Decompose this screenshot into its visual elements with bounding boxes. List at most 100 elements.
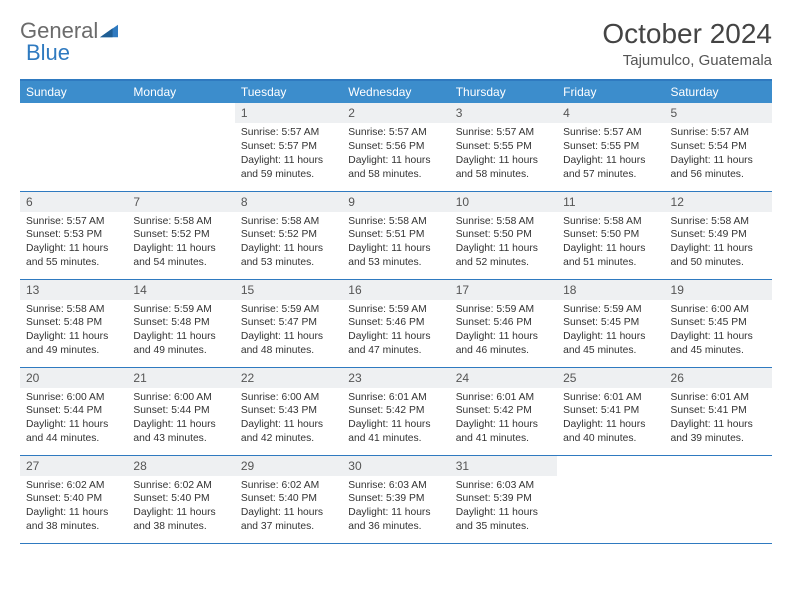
day-number: 23 <box>342 368 449 388</box>
day-number: 8 <box>235 192 342 212</box>
day-details: Sunrise: 6:01 AMSunset: 5:41 PMDaylight:… <box>665 388 772 451</box>
calendar-cell <box>127 103 234 191</box>
calendar-row: 6Sunrise: 5:57 AMSunset: 5:53 PMDaylight… <box>20 191 772 279</box>
calendar-row: 20Sunrise: 6:00 AMSunset: 5:44 PMDayligh… <box>20 367 772 455</box>
day-details: Sunrise: 6:02 AMSunset: 5:40 PMDaylight:… <box>235 476 342 539</box>
day-header: Thursday <box>450 80 557 103</box>
calendar-cell: 17Sunrise: 5:59 AMSunset: 5:46 PMDayligh… <box>450 279 557 367</box>
day-details: Sunrise: 5:57 AMSunset: 5:57 PMDaylight:… <box>235 123 342 186</box>
day-details: Sunrise: 6:00 AMSunset: 5:45 PMDaylight:… <box>665 300 772 363</box>
day-header: Monday <box>127 80 234 103</box>
day-details: Sunrise: 5:58 AMSunset: 5:49 PMDaylight:… <box>665 212 772 275</box>
location: Tajumulco, Guatemala <box>602 52 772 69</box>
calendar-cell: 22Sunrise: 6:00 AMSunset: 5:43 PMDayligh… <box>235 367 342 455</box>
title-block: October 2024 Tajumulco, Guatemala <box>602 18 772 69</box>
calendar-cell <box>557 455 664 543</box>
day-number: 21 <box>127 368 234 388</box>
day-number: 25 <box>557 368 664 388</box>
calendar-cell <box>665 455 772 543</box>
day-details: Sunrise: 5:58 AMSunset: 5:52 PMDaylight:… <box>127 212 234 275</box>
calendar-cell: 19Sunrise: 6:00 AMSunset: 5:45 PMDayligh… <box>665 279 772 367</box>
day-number: 12 <box>665 192 772 212</box>
day-details: Sunrise: 6:00 AMSunset: 5:43 PMDaylight:… <box>235 388 342 451</box>
calendar-cell: 16Sunrise: 5:59 AMSunset: 5:46 PMDayligh… <box>342 279 449 367</box>
day-number: 1 <box>235 103 342 123</box>
calendar-row: 1Sunrise: 5:57 AMSunset: 5:57 PMDaylight… <box>20 103 772 191</box>
day-details: Sunrise: 6:01 AMSunset: 5:42 PMDaylight:… <box>342 388 449 451</box>
calendar-cell: 10Sunrise: 5:58 AMSunset: 5:50 PMDayligh… <box>450 191 557 279</box>
calendar-cell: 29Sunrise: 6:02 AMSunset: 5:40 PMDayligh… <box>235 455 342 543</box>
day-details: Sunrise: 6:02 AMSunset: 5:40 PMDaylight:… <box>127 476 234 539</box>
day-details: Sunrise: 5:59 AMSunset: 5:45 PMDaylight:… <box>557 300 664 363</box>
calendar-cell: 4Sunrise: 5:57 AMSunset: 5:55 PMDaylight… <box>557 103 664 191</box>
day-header: Sunday <box>20 80 127 103</box>
day-number: 19 <box>665 280 772 300</box>
logo-triangle-icon <box>100 24 118 38</box>
logo-blue: Blue <box>26 40 70 66</box>
day-header: Saturday <box>665 80 772 103</box>
calendar-cell <box>20 103 127 191</box>
day-details: Sunrise: 5:59 AMSunset: 5:47 PMDaylight:… <box>235 300 342 363</box>
day-number: 15 <box>235 280 342 300</box>
calendar-cell: 14Sunrise: 5:59 AMSunset: 5:48 PMDayligh… <box>127 279 234 367</box>
calendar-row: 13Sunrise: 5:58 AMSunset: 5:48 PMDayligh… <box>20 279 772 367</box>
day-number: 16 <box>342 280 449 300</box>
calendar-cell: 5Sunrise: 5:57 AMSunset: 5:54 PMDaylight… <box>665 103 772 191</box>
day-number: 14 <box>127 280 234 300</box>
day-number: 26 <box>665 368 772 388</box>
day-number: 29 <box>235 456 342 476</box>
day-number: 11 <box>557 192 664 212</box>
day-header: Friday <box>557 80 664 103</box>
calendar-cell: 24Sunrise: 6:01 AMSunset: 5:42 PMDayligh… <box>450 367 557 455</box>
day-number: 3 <box>450 103 557 123</box>
day-details: Sunrise: 5:59 AMSunset: 5:48 PMDaylight:… <box>127 300 234 363</box>
day-details: Sunrise: 5:58 AMSunset: 5:50 PMDaylight:… <box>450 212 557 275</box>
calendar-cell: 27Sunrise: 6:02 AMSunset: 5:40 PMDayligh… <box>20 455 127 543</box>
day-number: 28 <box>127 456 234 476</box>
calendar-cell: 3Sunrise: 5:57 AMSunset: 5:55 PMDaylight… <box>450 103 557 191</box>
calendar-cell: 21Sunrise: 6:00 AMSunset: 5:44 PMDayligh… <box>127 367 234 455</box>
day-number: 17 <box>450 280 557 300</box>
day-details: Sunrise: 5:59 AMSunset: 5:46 PMDaylight:… <box>450 300 557 363</box>
day-details: Sunrise: 6:01 AMSunset: 5:42 PMDaylight:… <box>450 388 557 451</box>
day-details: Sunrise: 5:58 AMSunset: 5:50 PMDaylight:… <box>557 212 664 275</box>
day-details: Sunrise: 5:58 AMSunset: 5:52 PMDaylight:… <box>235 212 342 275</box>
day-details: Sunrise: 5:58 AMSunset: 5:51 PMDaylight:… <box>342 212 449 275</box>
day-number: 2 <box>342 103 449 123</box>
calendar-cell: 18Sunrise: 5:59 AMSunset: 5:45 PMDayligh… <box>557 279 664 367</box>
day-details: Sunrise: 5:57 AMSunset: 5:55 PMDaylight:… <box>450 123 557 186</box>
day-number: 10 <box>450 192 557 212</box>
day-number: 31 <box>450 456 557 476</box>
calendar-cell: 30Sunrise: 6:03 AMSunset: 5:39 PMDayligh… <box>342 455 449 543</box>
day-details: Sunrise: 6:00 AMSunset: 5:44 PMDaylight:… <box>20 388 127 451</box>
calendar-cell: 6Sunrise: 5:57 AMSunset: 5:53 PMDaylight… <box>20 191 127 279</box>
day-header: Wednesday <box>342 80 449 103</box>
calendar-row: 27Sunrise: 6:02 AMSunset: 5:40 PMDayligh… <box>20 455 772 543</box>
day-details: Sunrise: 5:57 AMSunset: 5:55 PMDaylight:… <box>557 123 664 186</box>
calendar-cell: 7Sunrise: 5:58 AMSunset: 5:52 PMDaylight… <box>127 191 234 279</box>
calendar-cell: 9Sunrise: 5:58 AMSunset: 5:51 PMDaylight… <box>342 191 449 279</box>
calendar-cell: 28Sunrise: 6:02 AMSunset: 5:40 PMDayligh… <box>127 455 234 543</box>
calendar-table: SundayMondayTuesdayWednesdayThursdayFrid… <box>20 79 772 544</box>
calendar-cell: 11Sunrise: 5:58 AMSunset: 5:50 PMDayligh… <box>557 191 664 279</box>
day-header-row: SundayMondayTuesdayWednesdayThursdayFrid… <box>20 80 772 103</box>
day-number: 20 <box>20 368 127 388</box>
day-details: Sunrise: 5:58 AMSunset: 5:48 PMDaylight:… <box>20 300 127 363</box>
calendar-cell: 15Sunrise: 5:59 AMSunset: 5:47 PMDayligh… <box>235 279 342 367</box>
calendar-cell: 8Sunrise: 5:58 AMSunset: 5:52 PMDaylight… <box>235 191 342 279</box>
day-details: Sunrise: 5:57 AMSunset: 5:53 PMDaylight:… <box>20 212 127 275</box>
day-details: Sunrise: 6:02 AMSunset: 5:40 PMDaylight:… <box>20 476 127 539</box>
calendar-cell: 1Sunrise: 5:57 AMSunset: 5:57 PMDaylight… <box>235 103 342 191</box>
day-details: Sunrise: 6:01 AMSunset: 5:41 PMDaylight:… <box>557 388 664 451</box>
day-number: 24 <box>450 368 557 388</box>
calendar-cell: 20Sunrise: 6:00 AMSunset: 5:44 PMDayligh… <box>20 367 127 455</box>
day-number: 4 <box>557 103 664 123</box>
day-number: 18 <box>557 280 664 300</box>
day-number: 22 <box>235 368 342 388</box>
calendar-cell: 25Sunrise: 6:01 AMSunset: 5:41 PMDayligh… <box>557 367 664 455</box>
day-number: 9 <box>342 192 449 212</box>
day-details: Sunrise: 5:57 AMSunset: 5:54 PMDaylight:… <box>665 123 772 186</box>
day-number: 27 <box>20 456 127 476</box>
day-number: 6 <box>20 192 127 212</box>
day-header: Tuesday <box>235 80 342 103</box>
